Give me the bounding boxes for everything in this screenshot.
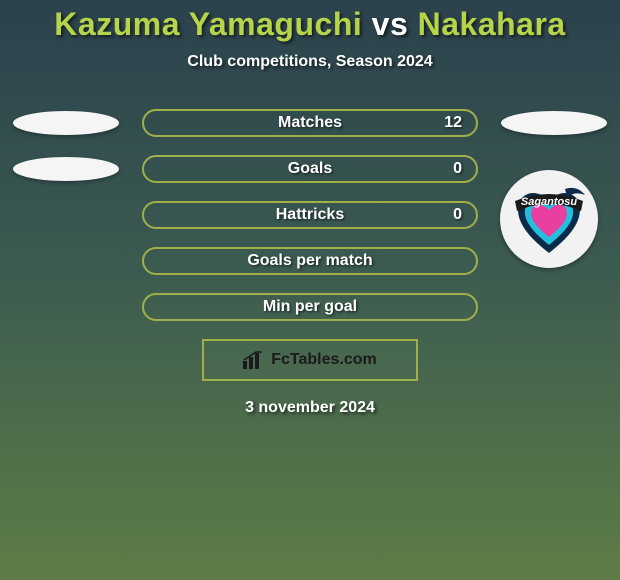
player-2-name: Nakahara: [418, 6, 566, 42]
player-placeholder-left: [13, 157, 119, 181]
attribution-text: FcTables.com: [271, 351, 377, 369]
stat-value: 0: [453, 206, 462, 224]
bar-chart-icon: [243, 351, 265, 369]
stat-value: 0: [453, 160, 462, 178]
banner-text: Sagantosu: [521, 196, 578, 208]
left-side-slot: [12, 109, 120, 137]
player-1-name: Kazuma Yamaguchi: [54, 6, 362, 42]
comparison-title: Kazuma Yamaguchi vs Nakahara: [0, 6, 620, 43]
sagantosu-badge-icon: Sagantosu: [505, 175, 593, 263]
stat-value: 12: [444, 114, 462, 132]
attribution-badge: FcTables.com: [202, 339, 418, 381]
stat-bar: Matches 12: [142, 109, 478, 137]
stat-label: Matches: [278, 114, 342, 132]
player-placeholder-right: [501, 111, 607, 135]
left-side-slot: [12, 155, 120, 183]
stat-row: Min per goal: [0, 293, 620, 321]
player-placeholder-left: [13, 111, 119, 135]
club-logo-right: Sagantosu: [500, 170, 598, 268]
stat-label: Min per goal: [263, 298, 357, 316]
stat-bar: Min per goal: [142, 293, 478, 321]
left-side-slot: [12, 201, 120, 229]
right-side-slot: [500, 109, 608, 137]
subtitle: Club competitions, Season 2024: [0, 53, 620, 71]
snapshot-date: 3 november 2024: [0, 399, 620, 417]
stat-bar: Hattricks 0: [142, 201, 478, 229]
stat-label: Goals: [288, 160, 332, 178]
left-side-slot: [12, 293, 120, 321]
right-side-slot: [500, 293, 608, 321]
stat-label: Hattricks: [276, 206, 344, 224]
left-side-slot: [12, 247, 120, 275]
stat-row: Matches 12: [0, 109, 620, 137]
vs-text: vs: [372, 6, 409, 42]
stat-bar: Goals per match: [142, 247, 478, 275]
stat-label: Goals per match: [247, 252, 372, 270]
stat-bar: Goals 0: [142, 155, 478, 183]
